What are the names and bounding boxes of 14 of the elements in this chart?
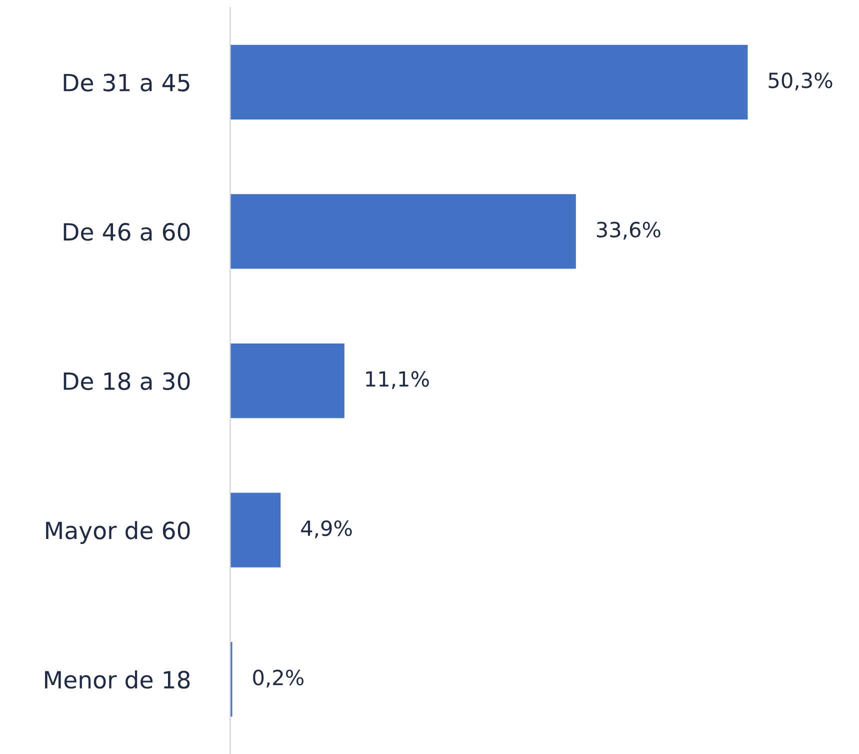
data-label: 11,1% bbox=[366, 371, 429, 389]
y-tick-label: De 46 a 60 bbox=[64, 222, 190, 241]
y-tick-label: Menor de 18 bbox=[45, 670, 190, 689]
data-label: 0,2% bbox=[253, 670, 304, 688]
y-tick-label: Mayor de 60 bbox=[46, 521, 190, 544]
data-label: 33,6% bbox=[596, 222, 660, 240]
data-label: 4,9% bbox=[301, 520, 352, 538]
bar bbox=[230, 492, 281, 568]
bar bbox=[230, 194, 576, 269]
bar bbox=[230, 343, 344, 418]
y-tick-label: De 31 a 45 bbox=[64, 74, 190, 92]
data-label: 50,3% bbox=[768, 72, 832, 90]
y-tick-label: De 18 a 30 bbox=[64, 372, 190, 390]
bar bbox=[230, 44, 748, 120]
